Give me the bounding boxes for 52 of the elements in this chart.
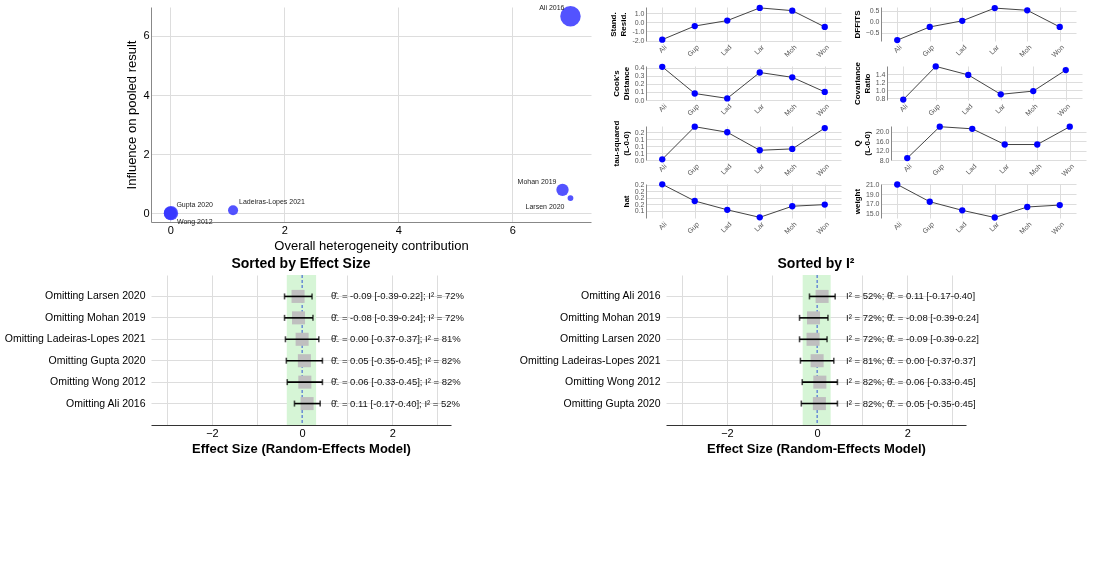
y-tick-label: Omitting Gupta 2020 [48, 353, 146, 366]
data-label: θ̂₋ = 0.05 [-0.35-0.45]; I² = 82% [331, 354, 462, 366]
data-label: I² = 82%; θ̂₋ = 0.05 [-0.35-0.45] [846, 397, 976, 409]
y-tick-label: Omitting Gupta 2020 [563, 396, 661, 409]
data-label: I² = 81%; θ̂₋ = 0.00 [-0.37-0.37] [846, 354, 976, 366]
x-tick-label: 6 [509, 223, 516, 236]
x-tick-label: 4 [395, 223, 402, 236]
x-tick-label: 2 [281, 223, 288, 236]
y-axis-title: Covariance Ratio [852, 61, 872, 106]
y-axis-title: DFFITS [852, 9, 862, 39]
y-tick-label: 2 [143, 147, 150, 160]
y-tick-label: 6 [143, 29, 150, 42]
y-tick-label: Omitting Larsen 2020 [560, 332, 661, 345]
y-tick-label: Omitting Ladeiras-Lopes 2021 [519, 353, 661, 366]
y-tick-label: Omitting Ali 2016 [66, 396, 146, 409]
x-tick-label: −2 [206, 426, 219, 439]
data-label: I² = 72%; θ̂₋ = -0.09 [-0.39-0.22] [846, 333, 979, 345]
data-label: θ̂₋ = 0.11 [-0.17-0.40]; I² = 52% [331, 397, 461, 409]
x-tick-label: 0 [167, 223, 174, 236]
data-label: θ̂₋ = -0.09 [-0.39-0.22]; I² = 72% [331, 290, 465, 302]
y-tick-label: Omitting Wong 2012 [564, 375, 661, 388]
y-tick-label: Omitting Ali 2016 [581, 289, 661, 302]
y-tick-label: Omitting Mohan 2019 [560, 310, 661, 323]
x-tick-label: 0 [814, 426, 821, 439]
data-label: θ̂₋ = 0.00 [-0.37-0.37]; I² = 81% [331, 333, 462, 345]
y-tick-label: Omitting Mohan 2019 [45, 310, 146, 323]
y-axis-title: Q (L-0-0) [852, 130, 872, 156]
data-label: I² = 72%; θ̂₋ = -0.08 [-0.39-0.24] [846, 311, 979, 323]
y-axis-title: weight [852, 188, 862, 216]
y-tick-label: 4 [143, 88, 150, 101]
y-tick-label: Omitting Ladeiras-Lopes 2021 [4, 332, 146, 345]
y-axis-title: tau-squared (L-0-0) [611, 120, 631, 167]
y-tick-label: Omitting Wong 2012 [49, 375, 146, 388]
chart-title: Sorted by I² [777, 254, 855, 271]
x-tick-label: −2 [721, 426, 734, 439]
x-tick-label: 2 [904, 426, 911, 439]
x-axis-title: Effect Size (Random-Effects Model) [192, 440, 411, 456]
y-tick-label: 0 [143, 206, 150, 219]
x-axis-title: Effect Size (Random-Effects Model) [707, 440, 926, 456]
y-axis-title: Influence on pooled result [124, 40, 140, 190]
y-tick-label: Omitting Larsen 2020 [45, 289, 146, 302]
x-tick-label: 0 [299, 426, 306, 439]
x-tick-label: 2 [389, 426, 396, 439]
y-axis-title: Stand. Resid. [609, 12, 629, 37]
x-axis-title: Overall heterogeneity contribution [274, 237, 469, 253]
chart-title: Sorted by Effect Size [231, 254, 371, 271]
y-axis-title: hat [621, 195, 631, 208]
data-label: I² = 52%; θ̂₋ = 0.11 [-0.17-0.40] [846, 290, 976, 302]
data-label: I² = 82%; θ̂₋ = 0.06 [-0.33-0.45] [846, 376, 976, 388]
data-label: θ̂₋ = -0.08 [-0.39-0.24]; I² = 72% [331, 311, 465, 323]
y-axis-title: Cook's Distance [611, 66, 631, 101]
data-label: θ̂₋ = 0.06 [-0.33-0.45]; I² = 82% [331, 376, 462, 388]
